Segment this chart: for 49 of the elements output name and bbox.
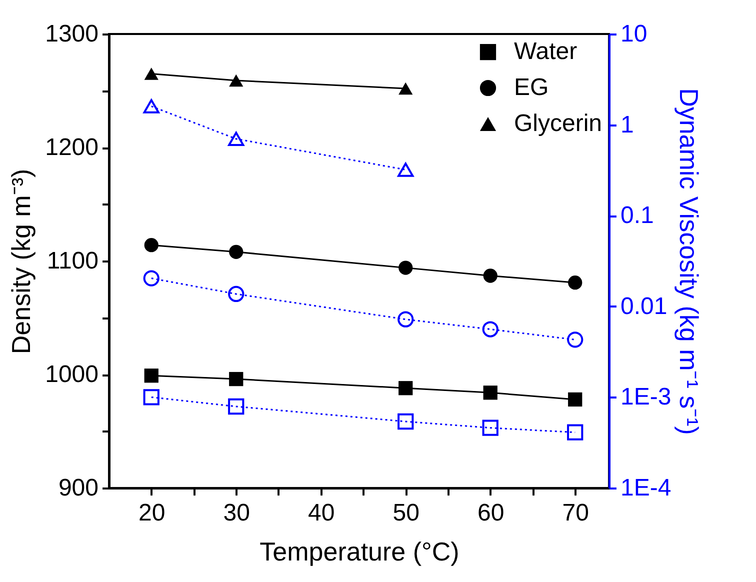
point [144, 68, 158, 80]
y2-tick-label: 0.01 [620, 292, 668, 320]
point [143, 270, 160, 286]
y-tick-label: 1300 [45, 20, 98, 48]
point [398, 260, 413, 275]
y2-tick-label: 1E-4 [620, 474, 672, 502]
y-tick-label: 1000 [45, 361, 98, 388]
point [567, 332, 584, 348]
point [229, 372, 244, 386]
point [398, 381, 413, 396]
point [143, 99, 160, 114]
point [482, 321, 498, 338]
legend-label: Glycerin [514, 110, 602, 137]
y2-tick-label: 10 [620, 20, 648, 48]
y-tick-label: 1100 [46, 248, 98, 274]
legend-label: Water [514, 38, 578, 65]
x-tick-label: 20 [138, 500, 166, 526]
point [568, 276, 582, 290]
point [398, 311, 414, 328]
x-axis-title: Temperature (°C) [260, 536, 460, 566]
point [144, 238, 158, 252]
y2-tick-label: 0.1 [620, 202, 654, 230]
point [567, 424, 584, 440]
x-tick-label: 50 [392, 500, 420, 526]
point [482, 420, 498, 436]
point [228, 286, 244, 302]
x-tick-label: 70 [562, 500, 589, 526]
point [483, 268, 498, 283]
point [398, 413, 414, 430]
point [568, 392, 582, 407]
y-tick-label: 900 [58, 474, 98, 502]
x-tick-label: 60 [478, 500, 504, 526]
point [229, 74, 244, 87]
point [144, 368, 158, 383]
point [228, 132, 244, 146]
y-axis-title: Density (kg m⁻³) [6, 168, 36, 354]
point [483, 386, 498, 400]
y-tick-label: 1200 [45, 134, 98, 161]
point [398, 82, 413, 95]
y2-axis-title: Dynamic Viscosity (kg m⁻¹ s⁻¹) [674, 88, 704, 435]
legend-label: EG [514, 74, 549, 101]
y2-tick-label: 1 [620, 111, 634, 138]
point [398, 162, 414, 177]
x-tick-label: 30 [223, 500, 250, 526]
y2-tick-label: 1E-3 [620, 384, 672, 411]
x-tick-label: 40 [308, 500, 335, 526]
point [228, 398, 244, 415]
point [229, 244, 244, 259]
point [143, 389, 160, 406]
